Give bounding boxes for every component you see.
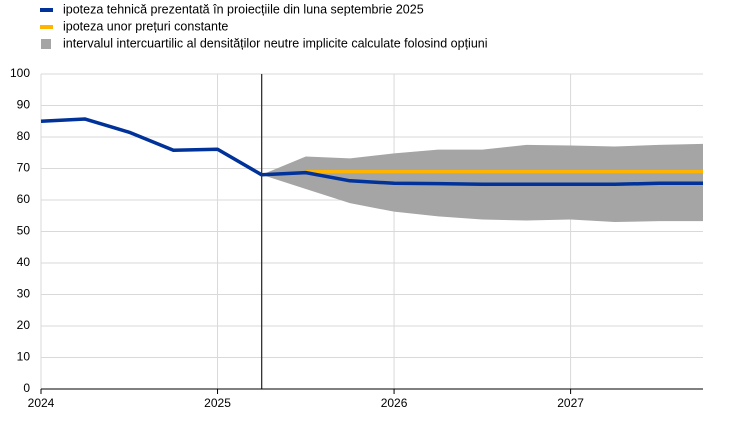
legend-label: ipoteza unor prețuri constante [63, 19, 228, 33]
legend-swatch [40, 8, 53, 12]
x-tick-label: 2025 [204, 396, 231, 410]
y-tick-label: 80 [17, 129, 31, 143]
legend-swatch [41, 39, 51, 49]
y-tick-label: 20 [17, 318, 31, 332]
x-tick-label: 2026 [381, 396, 408, 410]
legend-label: intervalul intercuartilic al densitățilo… [63, 36, 488, 50]
y-tick-label: 60 [17, 192, 31, 206]
y-tick-label: 100 [10, 66, 30, 80]
y-tick-label: 90 [17, 98, 31, 112]
y-tick-label: 10 [17, 350, 31, 364]
y-tick-label: 70 [17, 161, 31, 175]
y-tick-label: 40 [17, 255, 31, 269]
y-tick-label: 50 [17, 224, 31, 238]
series-line [40, 117, 703, 186]
legend-swatch [40, 25, 53, 29]
x-tick-label: 2024 [28, 396, 55, 410]
legend-label: ipoteza tehnică prezentată în proiecțiil… [63, 2, 424, 16]
x-tick-label: 2027 [557, 396, 584, 410]
y-tick-label: 30 [17, 287, 31, 301]
y-tick-label: 0 [23, 381, 30, 395]
